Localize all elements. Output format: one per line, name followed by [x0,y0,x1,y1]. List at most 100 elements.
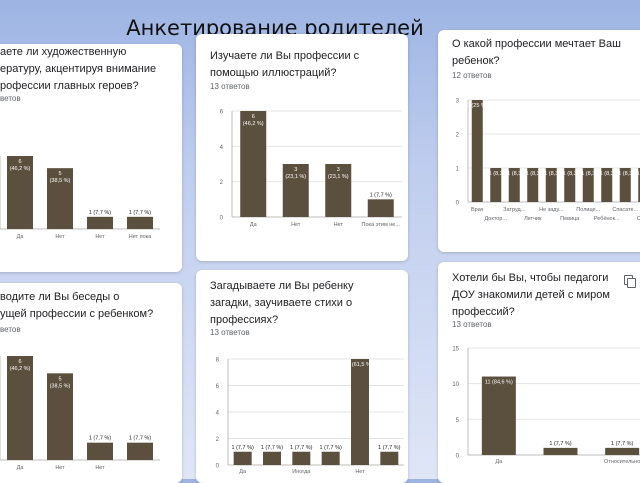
question-text: Хотели бы Вы, чтобы педагоги ДОУ знакоми… [452,272,610,318]
question-text: Изучаете ли Вы профессии с помощью иллюс… [210,50,360,79]
data-label: 5 [58,376,61,382]
y-tick-label: 4 [220,145,224,151]
copy-icon[interactable] [624,275,636,288]
y-tick-label: 2 [456,133,460,139]
response-count: 13 ответов [210,328,250,337]
data-label: 1 (7,7 %) [549,441,571,447]
data-label: 1 (7,7 %) [290,445,312,451]
bar [508,168,520,202]
survey-card-illustrations: Изучаете ли Вы профессии с помощью иллюс… [196,34,408,261]
data-label: 1 (7,7 %) [89,436,111,442]
category-label: Певица [560,216,580,222]
bar [240,111,267,217]
category-label: Сто... [637,216,640,222]
bar [127,216,153,229]
bar [490,168,502,202]
data-label: 11 (84,6 %) [485,380,513,386]
data-label: (23,1 %) [285,174,306,180]
question-text: водите ли Вы беседы о ущей профессии с р… [0,291,154,320]
bar [638,168,640,202]
bar [325,164,352,217]
survey-card-kindergarten: Хотели бы Вы, чтобы педагоги ДОУ знакоми… [438,262,640,483]
y-tick-label: 0 [220,216,224,222]
data-label: 1 (8,3 [507,171,521,177]
y-tick-label: 8 [216,358,220,364]
data-label: 1 (8,3 [581,171,595,177]
category-label: Да [17,234,25,240]
bar [351,359,369,465]
bar [619,168,631,202]
data-label: 1 (8,3 [563,171,577,177]
data-label: 3 (25 %) [467,103,488,109]
y-tick-label: 3 [456,99,460,105]
bar [263,451,281,465]
category-label: Да [250,222,258,228]
response-count: 13 ответов [452,320,492,329]
question-text: О какой профессии мечтает Ваш ребенок? [452,38,621,67]
bar [367,199,394,217]
data-label: 6 [252,114,255,120]
data-label: 1 (7,7 %) [320,445,342,451]
bar [7,356,33,460]
category-label: Полице... [576,207,600,213]
response-count: 12 ответов [452,71,492,80]
bar [481,376,516,455]
data-label: 1 (7,7 %) [378,445,400,451]
category-label: Врач [471,207,484,213]
data-label: 1 (7,7 %) [261,445,283,451]
bar [87,216,113,229]
data-label: (46,2 %) [10,366,31,372]
bar [292,451,311,465]
bar [527,168,539,202]
data-label: 6 [18,159,21,165]
bar [471,100,483,202]
data-label: 1 (8,3 [544,171,558,177]
y-tick-label: 0 [216,464,220,470]
bar [380,451,399,465]
category-label: Да [495,459,503,465]
category-label: Да [239,469,247,475]
category-label: Нет [95,234,105,240]
category-label: Относительно [604,459,640,465]
data-label: 1 (8,3 [489,171,503,177]
response-count: ветов [0,325,21,334]
survey-card-dream-profession: О какой профессии мечтает Ваш ребенок? 1… [438,30,640,252]
data-label: (23,1 %) [328,174,349,180]
bar [127,442,153,460]
bar [47,168,73,229]
bar [543,447,578,455]
y-tick-label: 6 [216,384,220,390]
data-label: 3 [294,167,297,173]
data-label: 1 (8,3 [637,171,640,177]
bar-chart: 0 5 10 15 11 (84,6 %) 1 (7,7 %) 1 (7,7 %) Да Отн… [452,347,640,465]
category-label: Нет [334,222,344,228]
y-tick-label: 1 [456,167,460,173]
bar [87,442,113,460]
category-label: Летчик [524,216,542,222]
bar [601,168,613,202]
bar [321,451,340,465]
category-label: Пока этим не... [362,222,401,228]
response-count: 13 ответов [210,82,250,91]
category-label: Нет пока [129,234,152,240]
data-label: 1 (8,3 [600,171,614,177]
question-text: Загадываете ли Вы ребенку загадки, заучи… [210,280,354,326]
survey-card-conversations: водите ли Вы беседы о ущей профессии с р… [0,283,182,483]
bar [7,156,33,229]
bar [545,168,557,202]
category-label: Иногда [292,469,311,475]
data-label: (46,2 %) [243,121,264,127]
y-tick-label: 10 [452,382,459,388]
bar [233,451,252,465]
question-text: аете ли художественную ературу, акцентир… [0,46,157,92]
data-label: 3 [337,167,340,173]
category-label: Нет [55,234,65,240]
data-label: (46,2 %) [10,166,31,172]
survey-card-literature: аете ли художественную ературу, акцентир… [0,44,182,272]
data-label: 1 (7,7 %) [89,210,111,216]
category-label: Нет [355,469,365,475]
data-label: (38,5 %) [50,178,71,184]
category-label: Доктор... [485,216,508,222]
category-label: Спасате... [612,207,638,213]
